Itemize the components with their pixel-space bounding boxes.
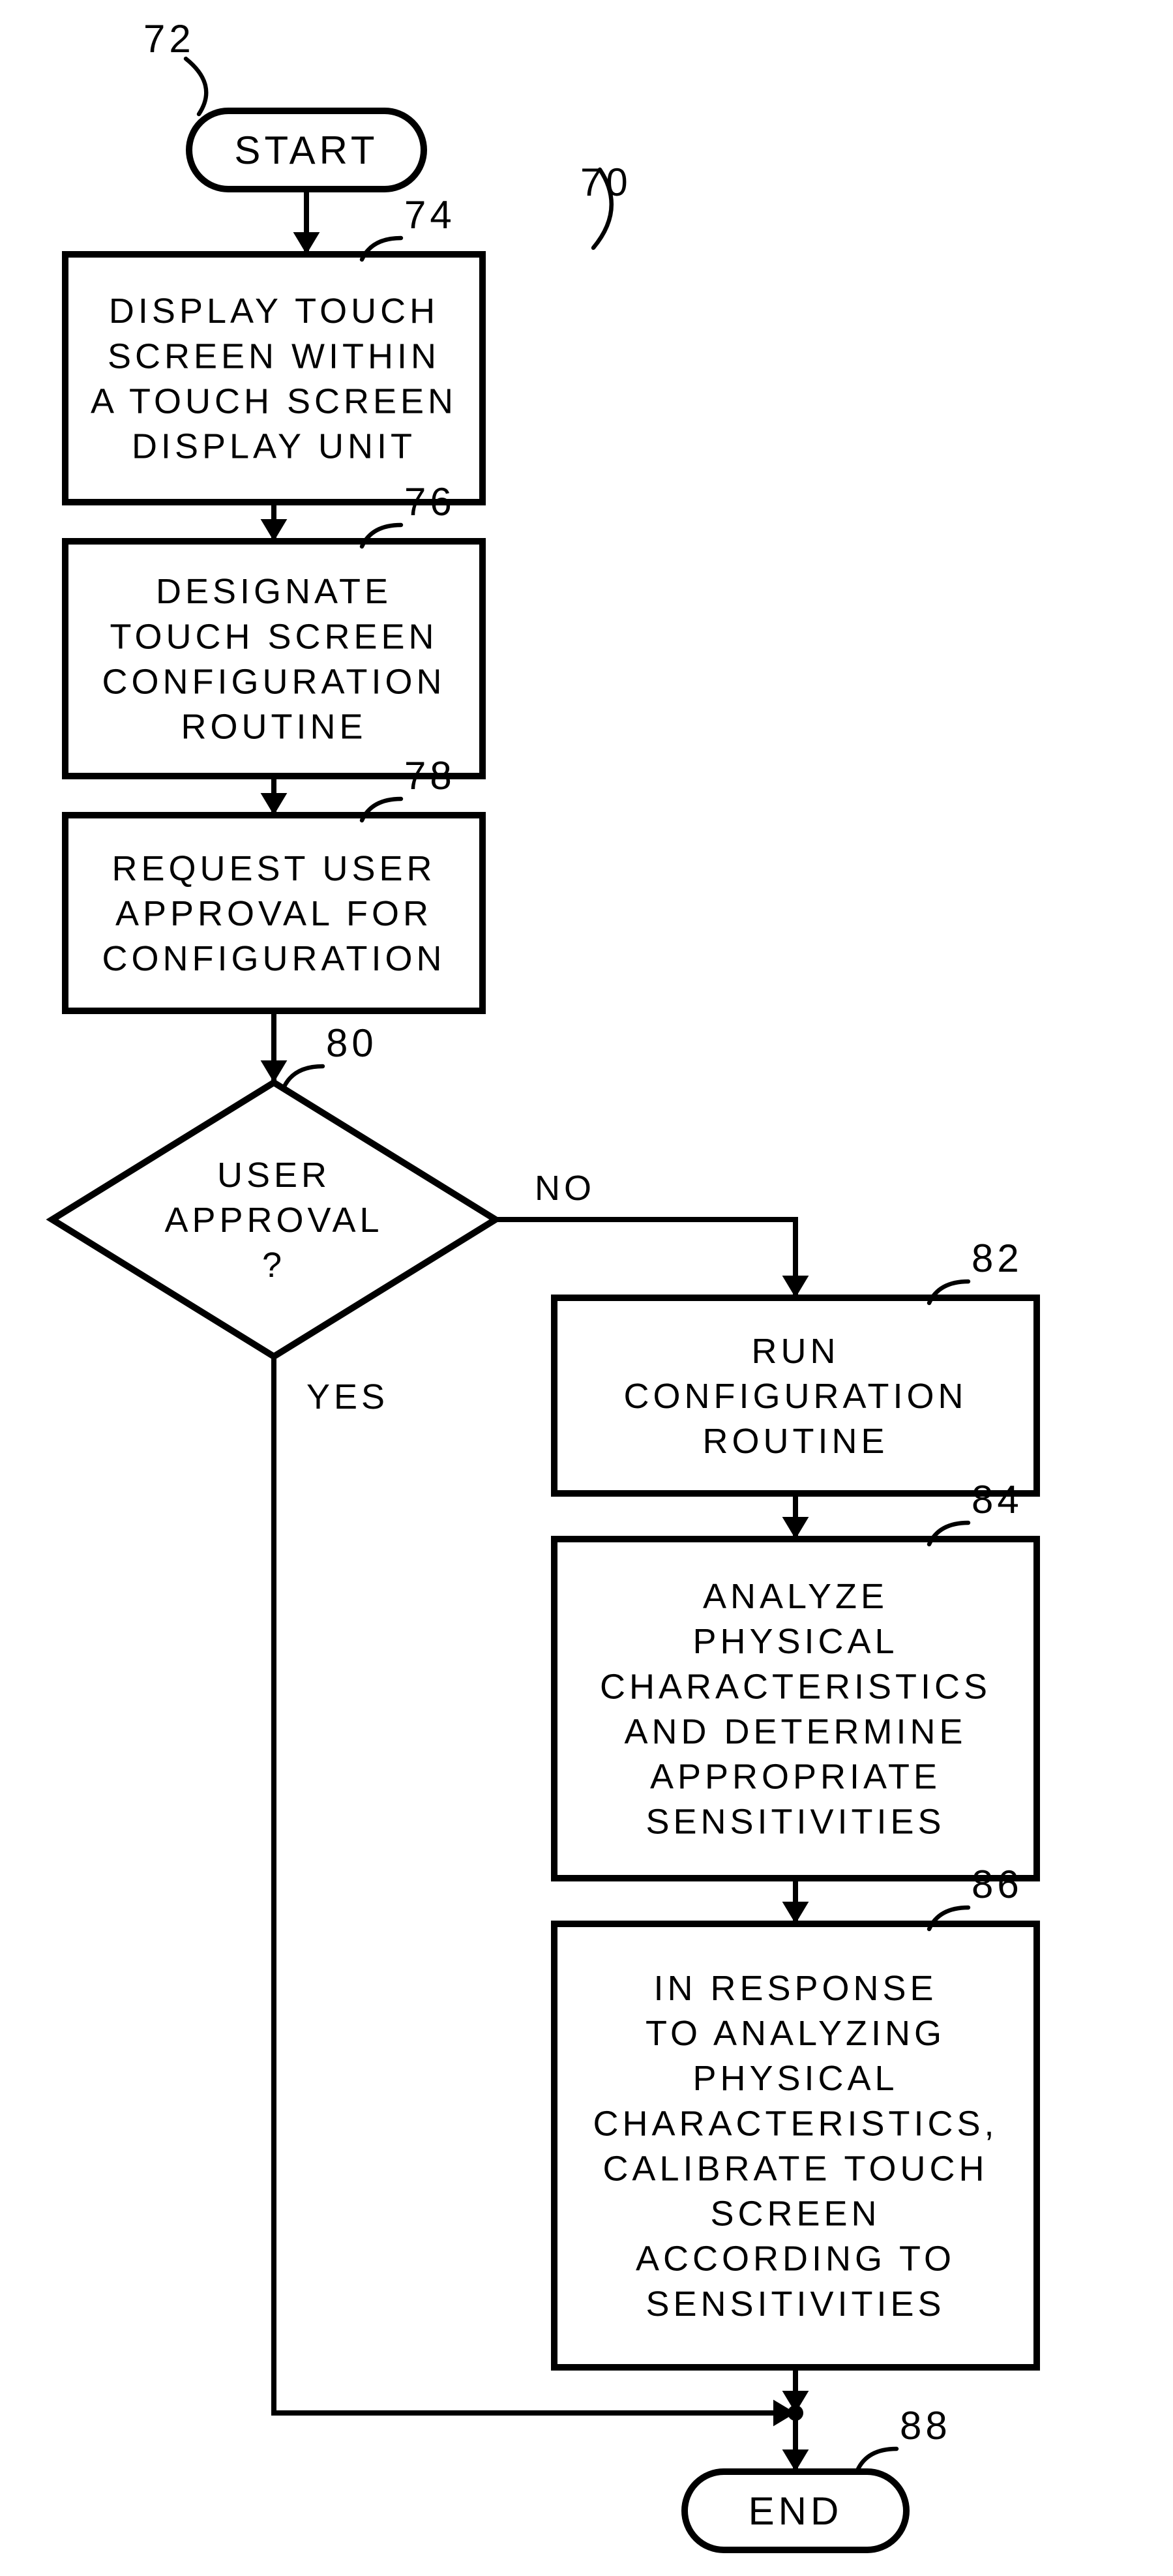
start-label: START	[234, 128, 378, 172]
n80-label: USER	[217, 1156, 331, 1195]
arrow-head	[782, 1517, 809, 1539]
flowchart-canvas: START 72 DISPLAY TOUCH SCREEN WITHIN A TOUCH…	[0, 0, 1173, 2576]
n86-label: IN RESPONSE	[653, 1969, 937, 2008]
n84-label: CHARACTERISTICS	[600, 1667, 991, 1706]
n82-label: ROUTINE	[703, 1422, 889, 1461]
n84-label: ANALYZE	[703, 1577, 888, 1616]
n74-label: DISPLAY UNIT	[132, 427, 416, 466]
n80-label: APPROVAL	[164, 1201, 383, 1240]
arrow-head	[261, 793, 288, 815]
ref-start: 72	[143, 17, 195, 61]
n84-label: AND DETERMINE	[624, 1712, 966, 1751]
n78-label: REQUEST USER	[111, 849, 436, 888]
edge	[496, 1220, 795, 1298]
arrow-head	[293, 232, 320, 254]
ref-end: 88	[900, 2404, 951, 2448]
n84-label: APPROPRIATE	[650, 1758, 941, 1797]
ref-hook-80	[284, 1066, 323, 1088]
arrow-head	[782, 1902, 809, 1924]
ref-n76: 76	[404, 480, 456, 524]
n84-label: PHYSICAL	[692, 1622, 898, 1661]
n76-label: DESIGNATE	[156, 572, 392, 611]
ref-n78: 78	[404, 754, 456, 798]
n86-label: CHARACTERISTICS,	[593, 2104, 998, 2143]
no-label: NO	[535, 1169, 595, 1208]
ref-n84: 84	[972, 1478, 1023, 1521]
ref-hook-88	[857, 2449, 897, 2470]
yes-label: YES	[306, 1377, 389, 1416]
n78-label: APPROVAL FOR	[115, 894, 432, 933]
n74-label: DISPLAY TOUCH	[109, 292, 439, 331]
arrow-head	[261, 519, 288, 541]
arrow-head	[782, 1276, 809, 1298]
n74-label: SCREEN WITHIN	[108, 337, 440, 376]
n80-label: ?	[262, 1246, 286, 1285]
ref-hook-72	[186, 59, 206, 114]
n86-label: PHYSICAL	[692, 2059, 898, 2098]
n84-label: SENSITIVITIES	[646, 1803, 945, 1842]
n82-label: CONFIGURATION	[624, 1377, 968, 1416]
n76-label: ROUTINE	[181, 708, 367, 747]
n86-label: CALIBRATE TOUCH	[602, 2149, 988, 2188]
n82-label: RUN	[752, 1332, 840, 1371]
n76-label: TOUCH SCREEN	[110, 617, 438, 656]
ref-n80: 80	[326, 1021, 378, 1065]
ref-n86: 86	[972, 1863, 1023, 1906]
n76-label: CONFIGURATION	[102, 662, 446, 701]
n86-label: ACCORDING TO	[636, 2239, 955, 2279]
arrow-head	[782, 2449, 809, 2472]
ref-n82: 82	[972, 1236, 1023, 1280]
n78-label: CONFIGURATION	[102, 939, 446, 978]
n86-label: SENSITIVITIES	[646, 2284, 945, 2324]
n86-label: SCREEN	[710, 2194, 880, 2234]
n86-label: TO ANALYZING	[646, 2014, 945, 2053]
ref-n74: 74	[404, 193, 456, 237]
n74-label: A TOUCH SCREEN	[91, 382, 457, 421]
end-label: END	[749, 2489, 843, 2533]
